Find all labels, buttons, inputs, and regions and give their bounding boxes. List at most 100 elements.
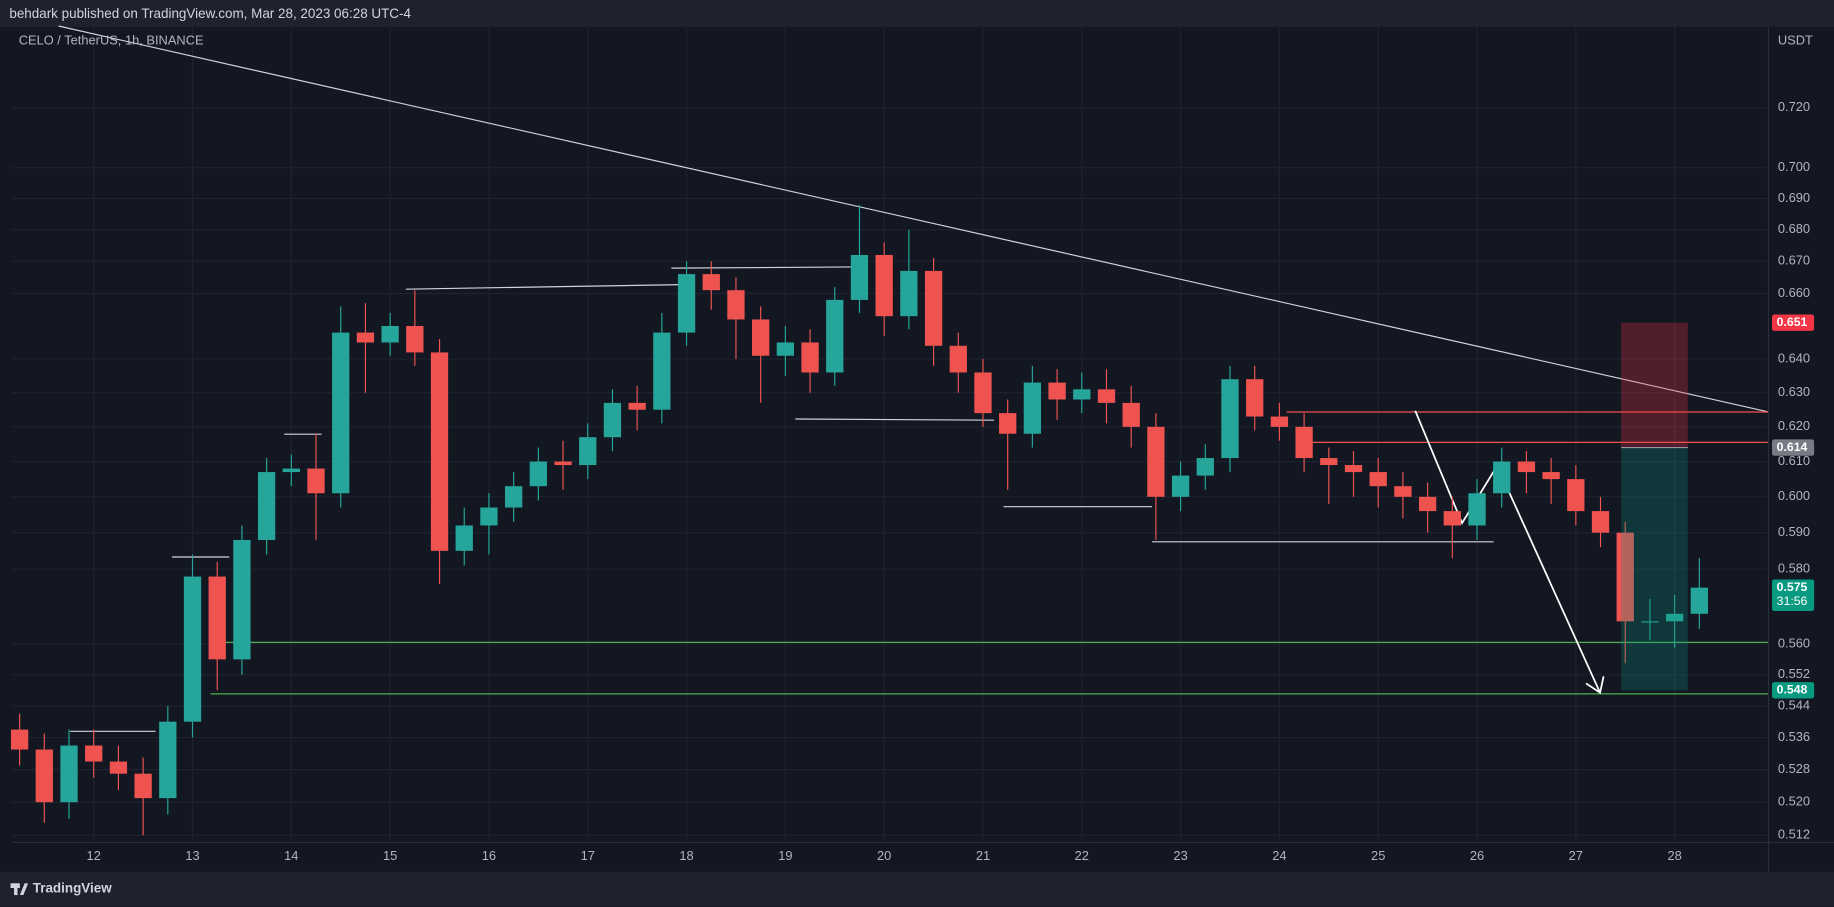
candle-body	[109, 761, 128, 774]
candle-body	[727, 290, 745, 320]
candle-body	[1221, 379, 1239, 459]
y-tick-label: 0.536	[1778, 729, 1810, 744]
candle-body	[1591, 511, 1610, 533]
candle-body	[406, 326, 424, 353]
candle-body	[356, 332, 375, 343]
candle-body	[332, 332, 350, 494]
candle-body	[307, 468, 325, 494]
y-tick-label: 0.528	[1778, 761, 1810, 776]
drawings	[58, 25, 1769, 732]
candle-body	[60, 745, 78, 803]
candle-body	[455, 525, 473, 551]
candle-body	[381, 326, 399, 343]
y-tick-label: 0.660	[1778, 285, 1810, 300]
y-tick-label: 0.552	[1778, 666, 1810, 681]
y-tick-label: 0.630	[1778, 384, 1810, 399]
target-label: 0.548	[1777, 683, 1808, 697]
candle-body	[1493, 461, 1511, 494]
symbol-title: CELO / TetherUS, 1h, BINANCE	[19, 33, 204, 48]
candle-body	[974, 372, 992, 414]
candle-body	[1418, 496, 1437, 512]
y-tick-label: 0.580	[1778, 561, 1810, 576]
x-tick-label: 18	[679, 848, 693, 863]
candle-body	[628, 402, 646, 410]
candle-body	[504, 486, 523, 508]
candle-body	[282, 468, 300, 473]
candle-body	[1097, 389, 1116, 403]
tv-logo	[10, 883, 29, 896]
y-tick-label: 0.670	[1778, 253, 1810, 268]
candle-body	[134, 773, 152, 799]
candle-body	[1369, 472, 1387, 487]
x-tick-label: 13	[185, 848, 199, 863]
candle-body	[1171, 475, 1190, 497]
candle-body	[1567, 479, 1585, 512]
candle-body	[1616, 532, 1634, 622]
x-tick-label: 16	[482, 848, 496, 863]
candle-body	[35, 749, 53, 803]
candle-body	[1196, 458, 1214, 476]
candle-body	[924, 270, 943, 346]
candle-body	[480, 507, 498, 526]
candle-body	[1517, 461, 1536, 473]
y-tick-label: 0.512	[1778, 827, 1810, 842]
candle-body	[85, 745, 103, 762]
candle-body	[1394, 486, 1412, 497]
candle-body	[1542, 472, 1560, 480]
x-tick-label: 21	[976, 848, 990, 863]
position-stop-zone	[1621, 322, 1688, 448]
x-tick-label: 12	[87, 848, 101, 863]
y-tick-label: 0.720	[1778, 99, 1810, 114]
axis-labels: 0.512 0.520 0.528 0.536 0.544 0.552 0.560 0.580…	[87, 99, 1815, 863]
candle-body	[702, 274, 720, 291]
target-label-bg	[1772, 682, 1815, 699]
candle-body	[900, 270, 918, 317]
y-tick-label: 0.640	[1778, 350, 1810, 365]
candle-body	[776, 342, 795, 356]
candle-body	[850, 254, 869, 300]
x-tick-label: 19	[778, 848, 792, 863]
x-tick-label: 23	[1173, 848, 1187, 863]
header-text: behdark published on TradingView.com, Ma…	[9, 6, 411, 21]
candle-body	[826, 299, 844, 373]
x-tick-label: 25	[1371, 848, 1385, 863]
stop-label-bg	[1772, 314, 1815, 331]
y-tick-label: 0.690	[1778, 190, 1810, 205]
x-tick-label: 28	[1667, 848, 1681, 863]
candle-body	[1295, 426, 1313, 459]
y-tick-label: 0.610	[1778, 453, 1810, 468]
candle-body	[1147, 426, 1165, 497]
y-tick-label: 0.590	[1778, 524, 1810, 539]
candle-body	[257, 472, 276, 540]
y-tick-label: 0.620	[1778, 418, 1810, 433]
candle-body	[233, 539, 251, 660]
candle-body	[1048, 382, 1066, 400]
candle-body	[949, 345, 967, 373]
candle-body	[529, 461, 547, 487]
header-bar	[0, 0, 1834, 28]
x-tick-label: 22	[1075, 848, 1089, 863]
candle-body	[1690, 587, 1708, 614]
x-tick-label: 14	[284, 848, 298, 863]
candle-body	[159, 721, 177, 799]
y-tick-label: 0.544	[1778, 697, 1810, 712]
candles	[10, 204, 1708, 836]
candle-body	[603, 402, 622, 438]
x-tick-label: 20	[877, 848, 891, 863]
candle-body	[10, 729, 29, 750]
entry-label: 0.614	[1777, 440, 1808, 454]
y-tick-label: 0.560	[1778, 635, 1810, 650]
candle-body	[1344, 465, 1363, 473]
candle-body	[752, 319, 770, 356]
countdown-label: 31:56	[1777, 594, 1808, 608]
candle-body	[801, 342, 819, 373]
candle-body	[579, 437, 597, 466]
position-target-zone	[1621, 447, 1688, 691]
footer-bar	[0, 871, 1834, 907]
y-tick-label: 0.680	[1778, 221, 1810, 236]
last-price-label: 0.575	[1777, 580, 1808, 594]
x-tick-label: 26	[1470, 848, 1484, 863]
grid	[11, 27, 1769, 843]
